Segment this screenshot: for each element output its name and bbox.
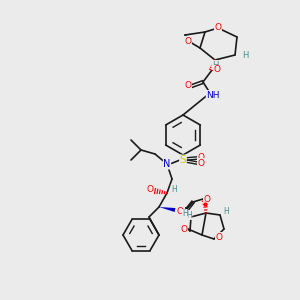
Text: H: H	[182, 209, 188, 218]
Text: N: N	[178, 208, 185, 217]
Text: O: O	[184, 37, 191, 46]
Text: H: H	[242, 50, 248, 59]
Text: O: O	[146, 185, 154, 194]
Text: O: O	[203, 194, 211, 203]
Text: O: O	[181, 224, 188, 233]
Text: NH: NH	[206, 91, 220, 100]
Text: O: O	[214, 22, 221, 32]
Text: O: O	[214, 65, 220, 74]
Text: O: O	[184, 82, 191, 91]
Text: O: O	[197, 154, 205, 163]
Text: N: N	[163, 159, 171, 169]
Text: H: H	[223, 208, 229, 217]
Text: O: O	[176, 208, 184, 217]
Polygon shape	[159, 207, 175, 212]
Text: H: H	[186, 211, 192, 220]
Text: O: O	[197, 158, 205, 167]
Text: O: O	[215, 232, 223, 242]
Text: H: H	[212, 61, 218, 70]
Text: S: S	[180, 155, 186, 165]
Text: H: H	[171, 184, 177, 194]
